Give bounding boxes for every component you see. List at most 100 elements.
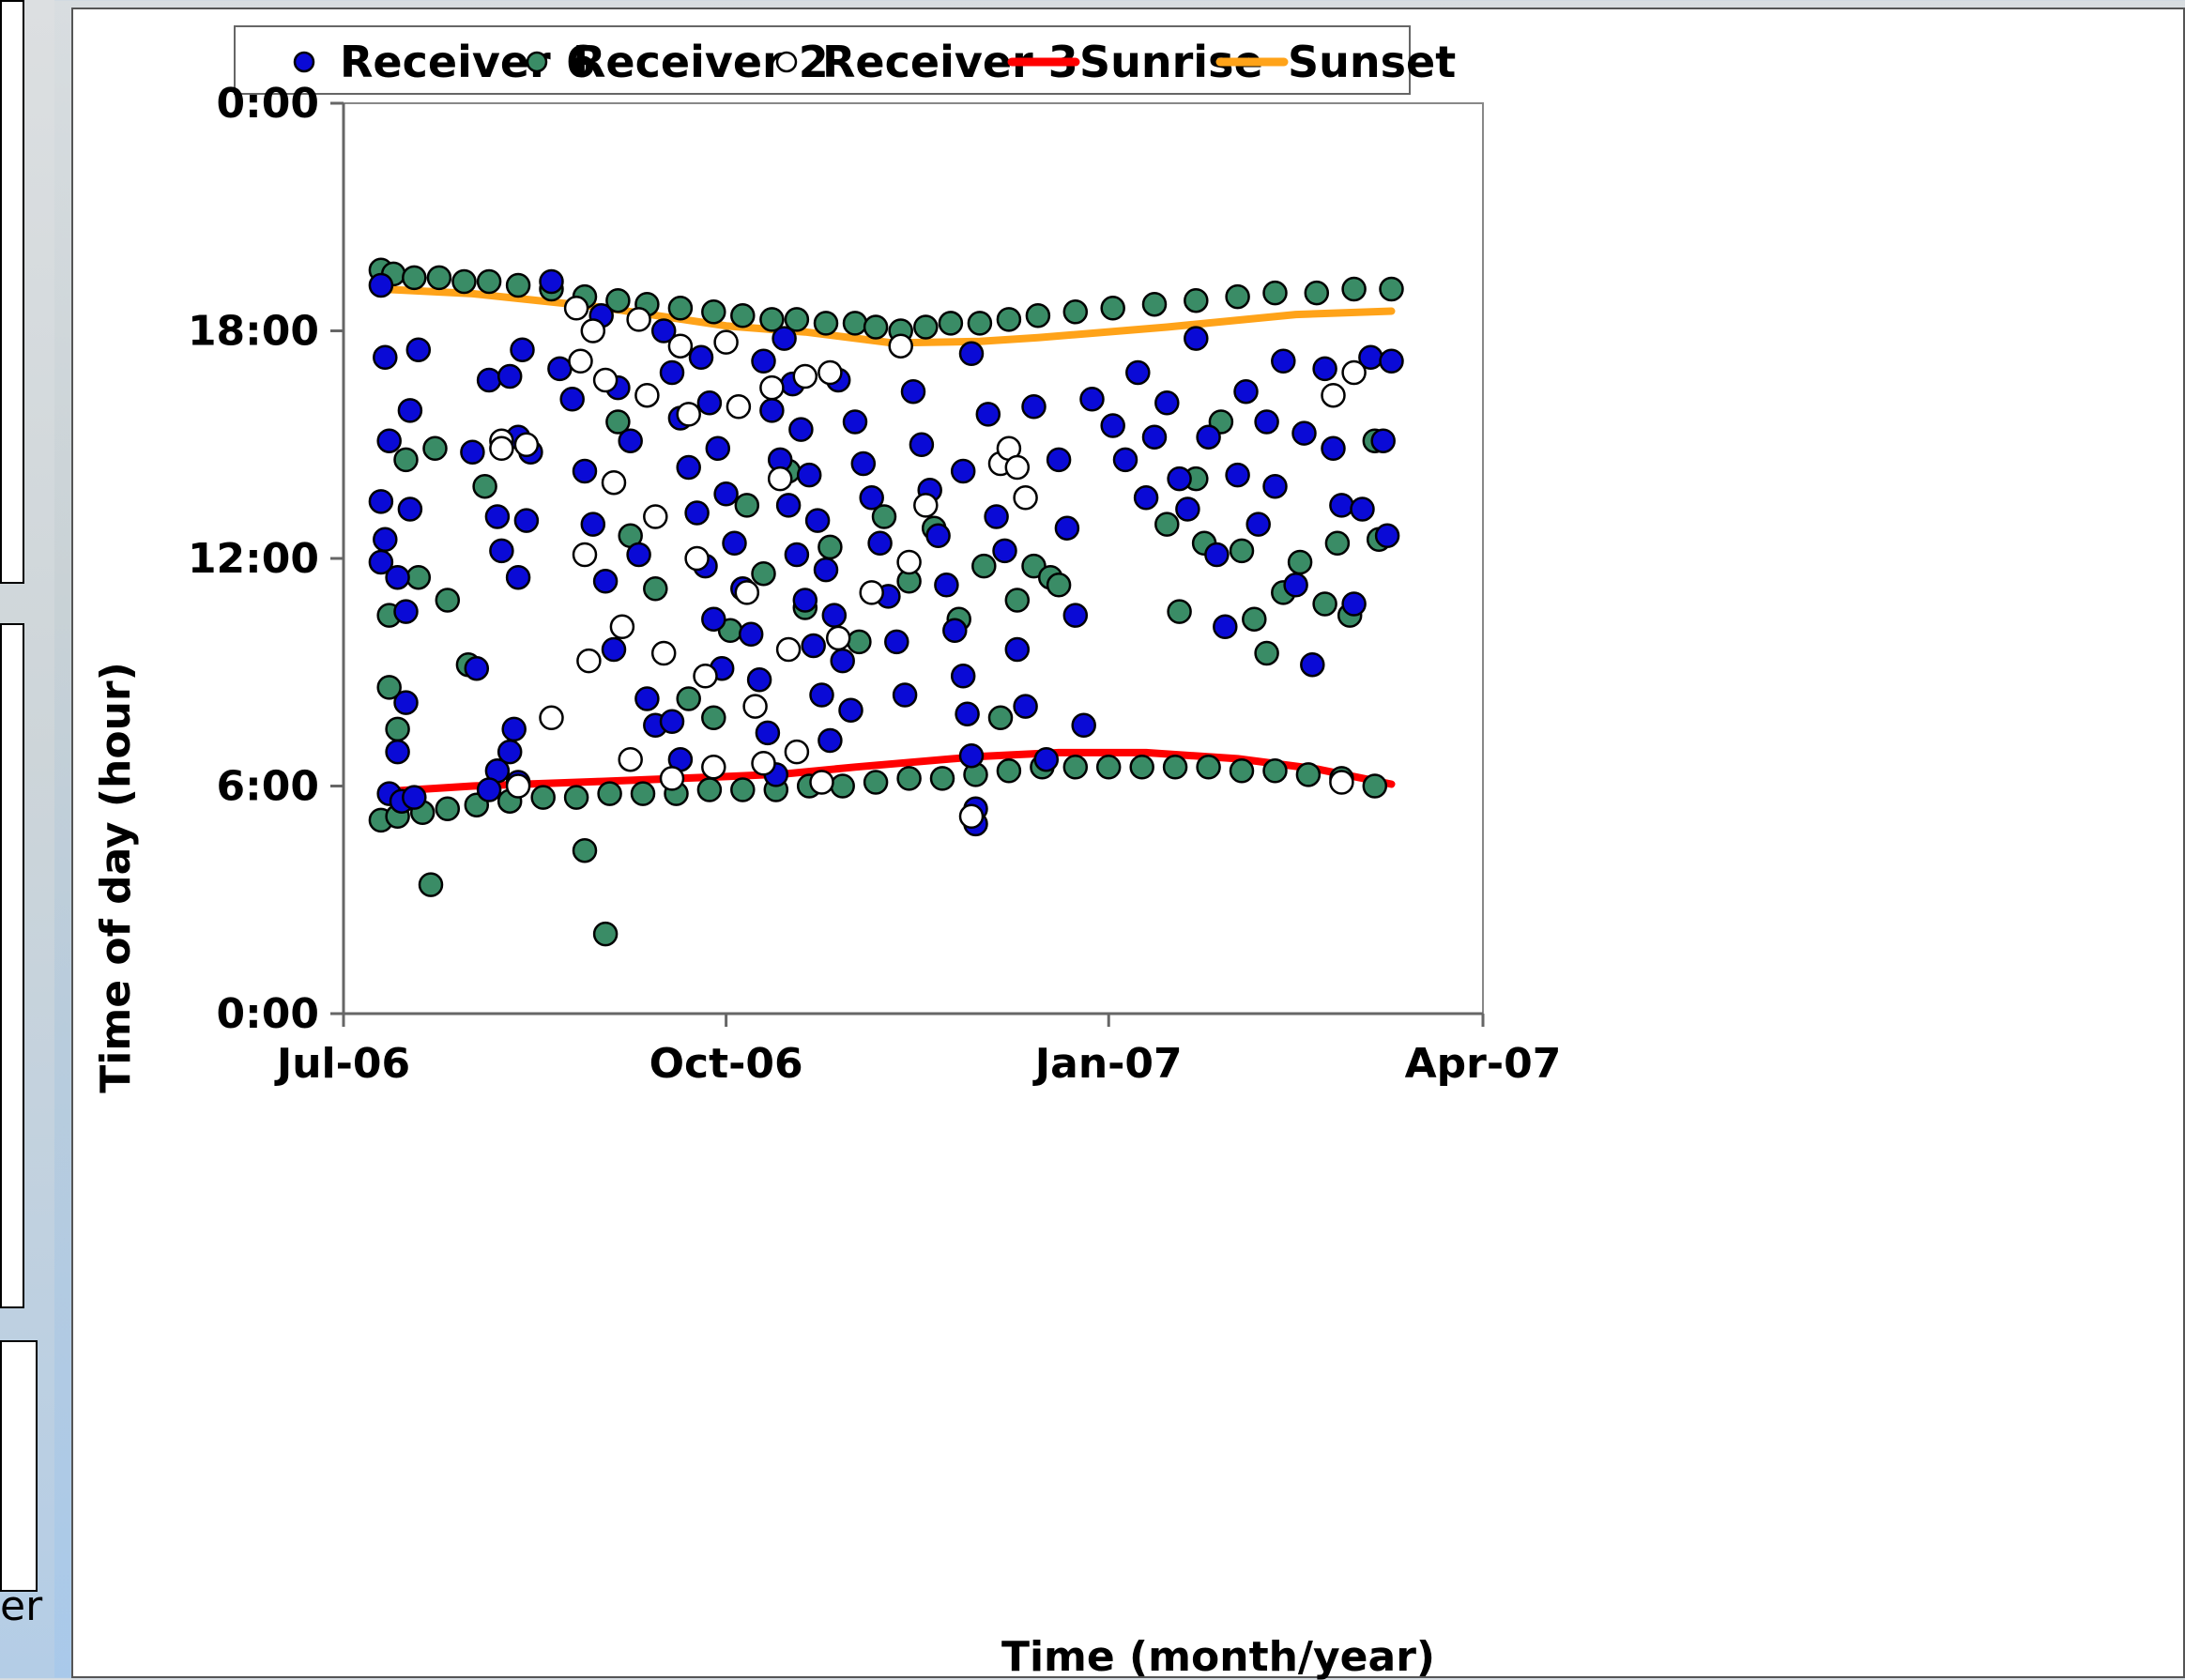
point-receiver-6 <box>755 720 781 746</box>
side-panel-frame-mid <box>0 623 24 1308</box>
y-tick-label: 6:00 <box>217 763 319 811</box>
point-receiver-6 <box>722 530 747 557</box>
chart-panel: Receiver 6 Receiver 2 Receiver 3 Sunrise Sun… <box>71 8 2185 1680</box>
point-receiver-3 <box>572 542 598 568</box>
point-receiver-2 <box>1154 512 1180 537</box>
point-receiver-2 <box>1304 280 1330 306</box>
point-receiver-6 <box>1374 523 1400 549</box>
point-receiver-2 <box>1254 640 1279 666</box>
point-receiver-6 <box>397 398 423 423</box>
point-receiver-6 <box>405 337 432 362</box>
point-receiver-6 <box>859 485 884 511</box>
point-receiver-3 <box>626 307 651 332</box>
point-receiver-6 <box>368 272 394 298</box>
point-receiver-6 <box>1312 356 1337 382</box>
point-receiver-6 <box>759 398 785 423</box>
x-tick-label: Oct-06 <box>649 1040 803 1088</box>
point-receiver-3 <box>767 466 793 492</box>
point-receiver-6 <box>676 454 701 481</box>
point-receiver-6 <box>867 530 893 557</box>
point-receiver-3 <box>751 751 776 776</box>
point-receiver-6 <box>373 527 398 553</box>
point-receiver-2 <box>1046 573 1072 598</box>
point-receiver-2 <box>871 504 897 529</box>
x-tick-label: Apr-07 <box>1405 1040 1562 1088</box>
point-receiver-2 <box>967 311 993 336</box>
point-receiver-2 <box>1229 758 1255 784</box>
point-receiver-2 <box>476 268 502 295</box>
point-receiver-6 <box>464 655 490 681</box>
point-receiver-2 <box>1129 755 1154 780</box>
point-receiver-6 <box>1300 651 1325 678</box>
point-receiver-2 <box>1362 773 1388 799</box>
point-receiver-2 <box>643 576 668 602</box>
point-receiver-2 <box>592 921 619 947</box>
point-receiver-6 <box>1071 712 1096 739</box>
point-receiver-3 <box>489 435 514 462</box>
legend-box <box>234 25 1411 95</box>
point-receiver-2 <box>929 766 955 791</box>
point-receiver-3 <box>618 746 643 772</box>
point-receiver-6 <box>1262 473 1288 499</box>
point-receiver-2 <box>1095 755 1122 780</box>
point-receiver-6 <box>368 549 394 575</box>
legend-label-sunset: Sunset <box>1288 37 1456 87</box>
point-receiver-6 <box>1370 428 1396 453</box>
point-receiver-6 <box>1112 447 1138 473</box>
point-receiver-2 <box>813 311 839 336</box>
point-receiver-3 <box>505 773 531 799</box>
x-tick-label: Jan-07 <box>1032 1040 1183 1088</box>
point-receiver-6 <box>1133 485 1159 511</box>
y-tick-label: 18:00 <box>188 308 319 356</box>
point-receiver-2 <box>817 534 843 560</box>
point-receiver-2 <box>971 553 997 579</box>
point-receiver-6 <box>892 682 918 708</box>
y-tick-label: 0:00 <box>217 990 319 1038</box>
point-receiver-6 <box>1184 326 1209 351</box>
point-receiver-2 <box>605 287 631 313</box>
point-receiver-6 <box>746 667 772 693</box>
point-receiver-6 <box>1175 496 1200 522</box>
point-receiver-2 <box>734 493 760 518</box>
point-receiver-6 <box>696 390 723 416</box>
point-receiver-6 <box>1046 447 1072 473</box>
point-receiver-3 <box>539 705 564 731</box>
point-receiver-6 <box>1379 348 1404 374</box>
point-receiver-3 <box>676 402 701 427</box>
point-receiver-2 <box>1196 755 1221 780</box>
point-receiver-2 <box>1379 276 1404 302</box>
point-receiver-2 <box>1312 591 1337 617</box>
point-receiver-6 <box>1013 694 1038 719</box>
point-receiver-6 <box>513 508 540 533</box>
point-receiver-2 <box>572 837 598 863</box>
point-receiver-6 <box>659 709 685 735</box>
point-receiver-6 <box>626 542 651 568</box>
point-receiver-6 <box>1033 746 1060 772</box>
point-receiver-3 <box>576 648 602 674</box>
point-receiver-6 <box>592 569 619 594</box>
point-receiver-6 <box>784 542 810 568</box>
point-receiver-6 <box>1054 515 1080 541</box>
point-receiver-2 <box>418 872 444 897</box>
point-receiver-2 <box>696 777 723 802</box>
point-receiver-6 <box>618 428 643 453</box>
point-receiver-6 <box>1233 378 1259 405</box>
point-receiver-6 <box>705 435 731 462</box>
point-receiver-6 <box>713 481 739 507</box>
point-receiver-6 <box>958 742 985 769</box>
point-receiver-2 <box>402 265 427 291</box>
point-receiver-6 <box>1291 420 1317 446</box>
point-receiver-6 <box>838 697 863 723</box>
point-receiver-6 <box>809 682 834 708</box>
point-receiver-2 <box>847 629 872 655</box>
point-receiver-6 <box>684 500 710 526</box>
point-receiver-6 <box>385 564 410 590</box>
point-receiver-3 <box>609 614 635 640</box>
side-panel-frame-bottom <box>0 1340 38 1592</box>
point-receiver-3 <box>713 329 739 355</box>
point-receiver-6 <box>738 621 764 648</box>
point-receiver-6 <box>1167 466 1192 492</box>
point-receiver-6 <box>950 664 976 689</box>
